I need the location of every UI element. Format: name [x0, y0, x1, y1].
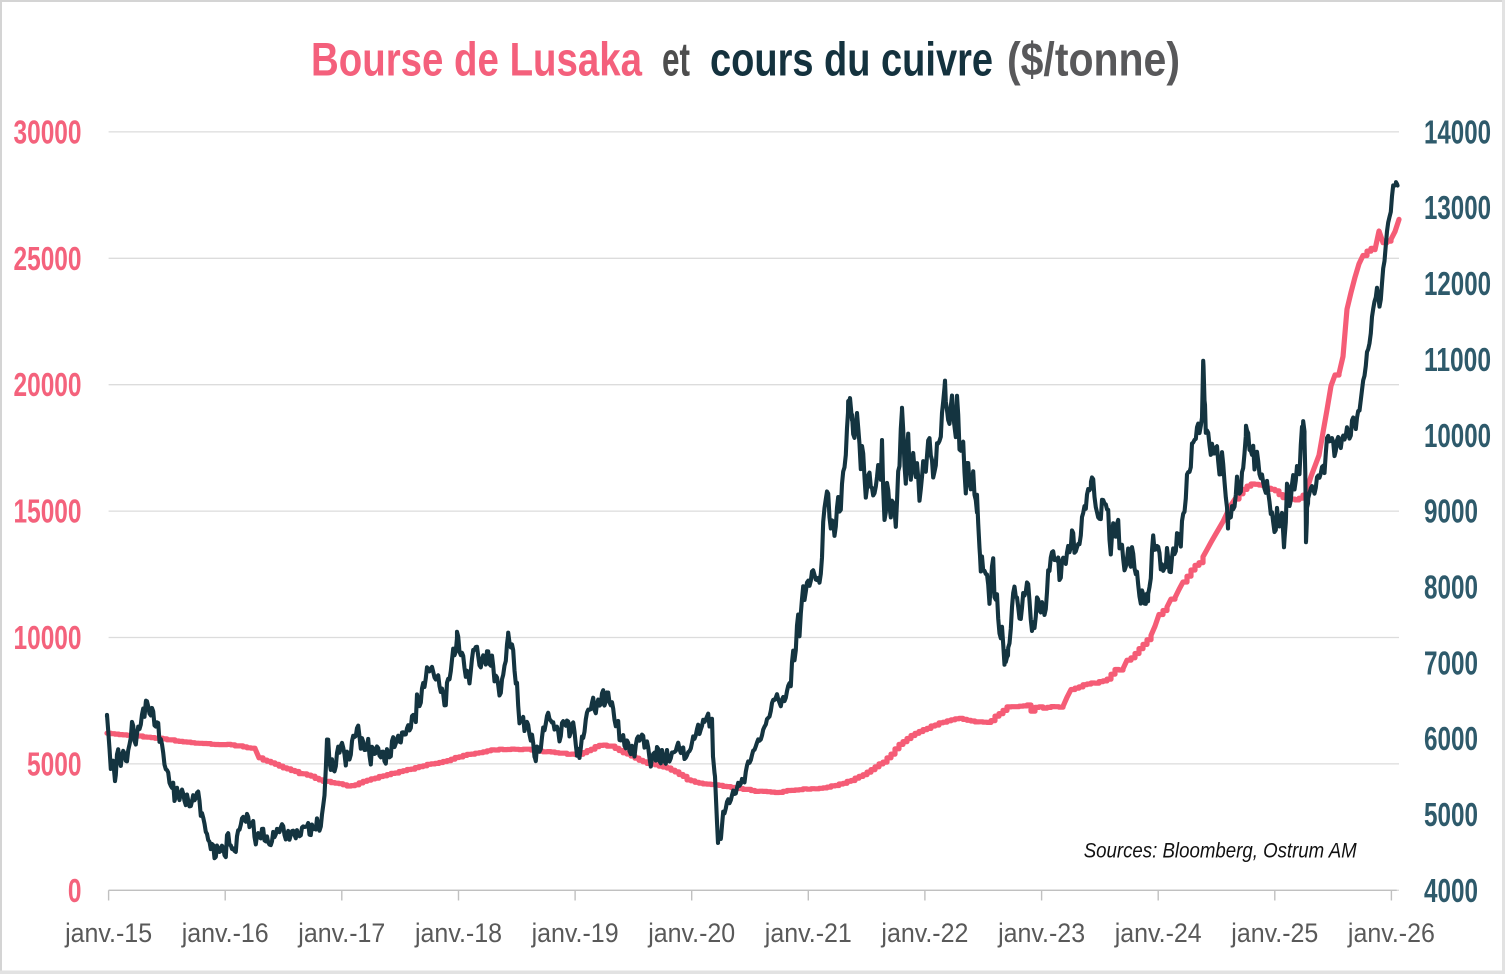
svg-text:cours du cuivre: cours du cuivre: [710, 33, 993, 86]
svg-text:6000: 6000: [1424, 720, 1478, 757]
svg-text:8000: 8000: [1424, 568, 1478, 605]
svg-text:Bourse de Lusaka: Bourse de Lusaka: [311, 33, 643, 86]
svg-text:janv.-20: janv.-20: [647, 918, 735, 948]
svg-text:10000: 10000: [14, 619, 82, 656]
svg-text:janv.-24: janv.-24: [1114, 918, 1202, 948]
svg-text:0: 0: [68, 872, 82, 909]
svg-text:4000: 4000: [1424, 872, 1478, 909]
svg-text:30000: 30000: [14, 113, 82, 150]
svg-text:12000: 12000: [1424, 265, 1491, 302]
svg-text:7000: 7000: [1424, 644, 1478, 681]
svg-text:janv.-23: janv.-23: [997, 918, 1085, 948]
svg-text:janv.-22: janv.-22: [880, 918, 968, 948]
svg-text:($/tonne): ($/tonne): [1007, 33, 1180, 86]
svg-text:janv.-21: janv.-21: [764, 918, 852, 948]
svg-text:10000: 10000: [1424, 417, 1491, 454]
svg-text:20000: 20000: [14, 366, 82, 403]
svg-text:11000: 11000: [1424, 341, 1491, 378]
svg-text:janv.-19: janv.-19: [531, 918, 619, 948]
svg-text:5000: 5000: [27, 745, 82, 782]
svg-text:janv.-15: janv.-15: [64, 918, 152, 948]
svg-text:et: et: [662, 33, 690, 86]
svg-text:14000: 14000: [1424, 113, 1491, 150]
svg-text:13000: 13000: [1424, 189, 1491, 226]
svg-text:janv.-26: janv.-26: [1347, 918, 1435, 948]
svg-text:janv.-17: janv.-17: [297, 918, 385, 948]
svg-text:9000: 9000: [1424, 493, 1478, 530]
svg-text:janv.-16: janv.-16: [181, 918, 269, 948]
svg-text:janv.-18: janv.-18: [414, 918, 502, 948]
svg-text:15000: 15000: [14, 493, 82, 530]
svg-text:25000: 25000: [14, 240, 82, 277]
svg-text:Sources: Bloomberg, Ostrum AM: Sources: Bloomberg, Ostrum AM: [1084, 840, 1357, 863]
svg-text:janv.-25: janv.-25: [1230, 918, 1318, 948]
svg-text:5000: 5000: [1424, 796, 1478, 833]
